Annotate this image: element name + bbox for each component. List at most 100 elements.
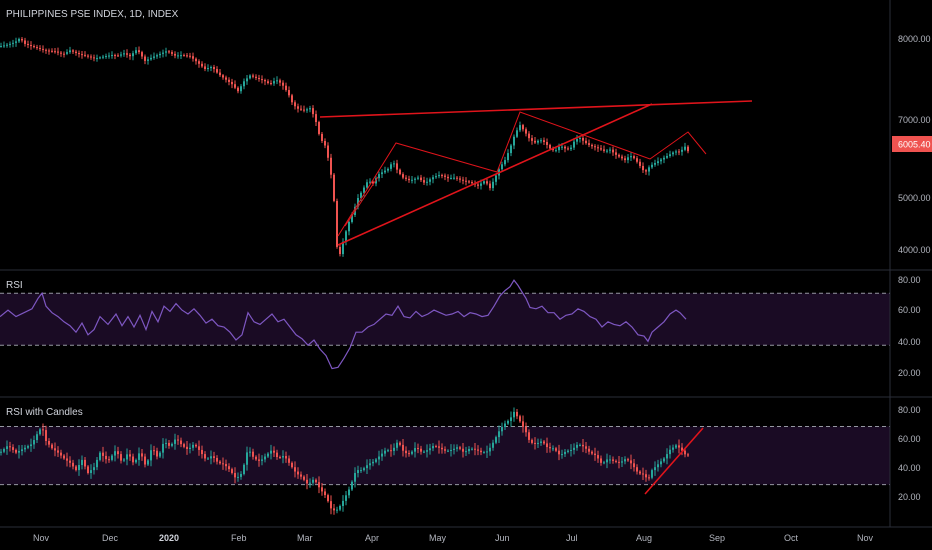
rsi-candle — [339, 505, 341, 510]
rsi-candle — [567, 450, 569, 452]
rsi-candle — [636, 467, 638, 472]
price-candles — [0, 36, 689, 257]
rsi-candle — [426, 450, 428, 452]
rsi-candle — [417, 448, 419, 450]
wedge-pattern-trendline[interactable] — [344, 176, 379, 227]
price-candle — [408, 178, 410, 181]
rsi-trendline[interactable] — [644, 427, 704, 495]
rsi-candle — [624, 459, 626, 462]
price-candle — [288, 90, 290, 96]
rsic-tick-60: 60.00 — [898, 434, 921, 444]
rising-support-trendline[interactable] — [337, 103, 653, 246]
rsi-candle — [45, 430, 47, 441]
rsi-candle — [546, 443, 548, 448]
price-candle — [528, 133, 530, 139]
price-candle — [675, 151, 677, 153]
price-candle — [204, 66, 206, 70]
rsi-candle — [57, 450, 59, 453]
price-candle — [177, 55, 179, 57]
price-candle — [198, 61, 200, 64]
rsi-candle — [39, 429, 41, 435]
rsi-candle — [687, 454, 689, 456]
price-candle — [591, 144, 593, 147]
rsi-candle — [117, 451, 119, 455]
price-candle — [243, 81, 245, 87]
price-candle — [684, 146, 686, 150]
rsi-candle — [111, 455, 113, 460]
price-candle — [396, 163, 398, 170]
rsi-candles-pane-title: RSI with Candles — [6, 407, 83, 418]
price-candle — [339, 246, 341, 255]
price-candle — [162, 52, 164, 54]
price-candle — [615, 152, 617, 155]
x-tick-nov-2: Nov — [857, 533, 874, 543]
rsi-candle — [177, 439, 179, 441]
price-candle — [663, 157, 665, 160]
price-candle — [432, 177, 434, 180]
rsi-candle — [162, 443, 164, 453]
price-candle — [687, 146, 689, 152]
price-candle — [507, 153, 509, 161]
x-tick-may: May — [429, 533, 447, 543]
rsi-candle — [408, 453, 410, 455]
price-candle — [384, 170, 386, 173]
rsi-candle — [240, 473, 242, 477]
price-candle — [558, 146, 560, 151]
price-candle — [576, 138, 578, 142]
rsi-candle — [525, 426, 527, 433]
rsi-candle — [297, 471, 299, 475]
price-candle — [15, 41, 17, 43]
price-candle — [543, 140, 545, 143]
rsi-candle — [402, 444, 404, 451]
rsi-candle — [558, 450, 560, 455]
price-candle — [357, 198, 359, 207]
wedge-pattern-trendline[interactable] — [337, 111, 707, 237]
price-candle — [81, 54, 83, 56]
rsi-candle — [489, 447, 491, 452]
price-candle — [447, 176, 449, 179]
rsi-candle — [378, 456, 380, 460]
rsi-candle — [438, 446, 440, 448]
price-candle — [648, 167, 650, 172]
rsi-candle — [612, 459, 614, 461]
time-axis[interactable]: Nov Dec 2020 Feb Mar Apr May Jun Jul Aug… — [33, 533, 874, 543]
price-candle — [606, 150, 608, 152]
rsi-candle — [183, 444, 185, 447]
price-candle — [609, 149, 611, 151]
price-candle — [501, 164, 503, 170]
rsi-candle — [24, 447, 26, 450]
rsi-candle — [615, 460, 617, 462]
rsi-candle — [195, 444, 197, 447]
price-tick-5000: 5000.00 — [898, 193, 931, 203]
resistance-trendline[interactable] — [319, 100, 753, 118]
rsi-candle — [465, 451, 467, 453]
rsi-candle — [342, 500, 344, 506]
rsi-candle — [621, 461, 623, 463]
price-candle — [327, 145, 329, 158]
rsi-candle — [597, 455, 599, 459]
price-candle — [645, 170, 647, 172]
rsi-candle — [486, 451, 488, 453]
price-candle — [540, 140, 542, 142]
price-candle — [312, 108, 314, 115]
price-candle — [465, 180, 467, 182]
rsi-candle — [102, 452, 104, 456]
price-candle — [564, 146, 566, 149]
rsi-candle — [141, 453, 143, 457]
rsi-candle — [588, 448, 590, 452]
rsi-candle — [513, 411, 515, 418]
rsi-candle — [93, 467, 95, 471]
rsi-candle — [573, 447, 575, 450]
rsi-candle — [444, 449, 446, 451]
rsi-candle — [360, 470, 362, 472]
rsi-candle — [537, 442, 539, 444]
rsi-candle — [498, 431, 500, 438]
price-candle — [201, 63, 203, 67]
price-candle — [114, 55, 116, 57]
price-candle — [636, 158, 638, 162]
price-candle — [390, 164, 392, 169]
price-candle — [324, 140, 326, 146]
price-candle — [678, 151, 680, 153]
price-candle — [309, 108, 311, 110]
x-tick-dec: Dec — [102, 533, 119, 543]
